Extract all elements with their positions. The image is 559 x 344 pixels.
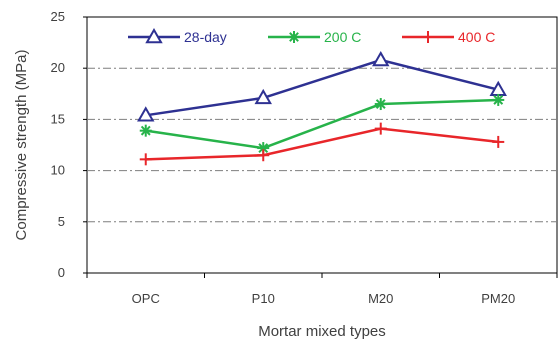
data-point <box>288 31 300 43</box>
data-point <box>375 98 387 110</box>
legend-label: 28-day <box>184 29 227 45</box>
y-axis: 0 5 10 15 20 25 <box>51 9 87 280</box>
y-tick-label: 10 <box>51 163 65 178</box>
series-0 <box>139 53 506 121</box>
data-point <box>374 53 388 65</box>
data-point <box>492 94 504 106</box>
y-tick-label: 0 <box>58 265 65 280</box>
x-tick-label: OPC <box>132 291 160 306</box>
series-2 <box>140 123 505 166</box>
legend-label: 400 C <box>458 29 495 45</box>
y-axis-title: Compressive strength (MPa) <box>13 50 30 241</box>
y-tick-label: 20 <box>51 60 65 75</box>
y-tick-label: 5 <box>58 214 65 229</box>
data-point <box>140 125 152 137</box>
x-tick-label: P10 <box>252 291 275 306</box>
data-point <box>492 136 504 148</box>
data-point <box>375 123 387 135</box>
series-line <box>146 129 499 160</box>
legend-item: 28-day <box>128 29 227 45</box>
legend-item: 200 C <box>268 29 361 45</box>
gridlines <box>87 68 557 222</box>
series-1 <box>140 94 505 154</box>
legend-label: 200 C <box>324 29 361 45</box>
data-point <box>140 153 152 165</box>
series-group <box>139 53 506 165</box>
legend: 28-day 200 C 400 C <box>128 29 495 45</box>
x-axis-title: Mortar mixed types <box>258 323 386 340</box>
x-tick-label: PM20 <box>481 291 515 306</box>
legend-item: 400 C <box>402 29 495 45</box>
x-axis: OPC P10 M20 PM20 <box>87 273 557 306</box>
y-tick-label: 15 <box>51 111 65 126</box>
x-tick-label: M20 <box>368 291 393 306</box>
y-tick-label: 25 <box>51 9 65 24</box>
plot-frame <box>87 17 557 273</box>
data-point <box>422 31 434 43</box>
